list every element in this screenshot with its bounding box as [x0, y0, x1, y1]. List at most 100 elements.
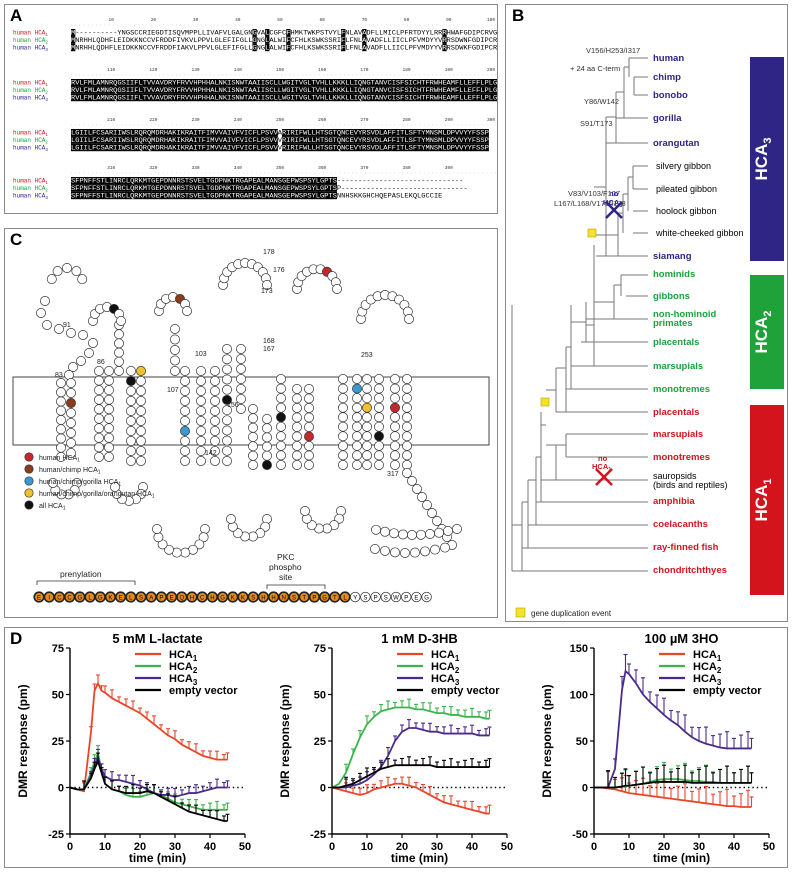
cross-icon — [605, 201, 623, 219]
x-tick-label: 0 — [329, 841, 335, 853]
mutation-annotation: + 24 aa C-term — [570, 64, 620, 73]
residue — [304, 393, 314, 404]
taxon-label: pileated gibbon — [656, 184, 717, 194]
residue — [362, 450, 372, 461]
residue-number: 176 — [273, 267, 285, 274]
taxon-label: hoolock gibbon — [656, 206, 717, 216]
taxon-label: sauropsids — [653, 471, 697, 481]
tail-residue-letter: K — [108, 595, 112, 601]
residue — [66, 398, 76, 408]
residue — [104, 366, 114, 376]
residue — [126, 396, 136, 406]
residue — [196, 426, 206, 436]
legend-swatch — [24, 476, 34, 486]
tail-residue-letter: S — [384, 595, 388, 601]
residue — [338, 393, 348, 404]
residue-number: 107 — [167, 387, 179, 394]
series-line — [331, 782, 490, 815]
no-hca3-label: HCA3 — [603, 198, 622, 209]
residue — [390, 440, 400, 451]
residue — [292, 431, 302, 442]
hca-group-bar — [750, 405, 784, 595]
residue — [402, 374, 412, 384]
tail-residue — [350, 591, 361, 603]
residue-number: 253 — [361, 352, 373, 359]
residue — [136, 416, 146, 426]
legend-swatch — [24, 452, 34, 462]
residue — [248, 450, 258, 461]
residue — [222, 456, 232, 466]
residue — [304, 422, 314, 432]
residue — [402, 412, 412, 423]
tail-residue-letter: T — [333, 595, 337, 601]
mutation-annotation: V156/H253/I317 — [586, 46, 640, 55]
residue — [400, 548, 410, 558]
residue — [66, 448, 76, 458]
residue — [56, 405, 66, 416]
residue — [248, 422, 258, 433]
residue — [262, 432, 272, 443]
sequence-text: RVLFMLAMNRQGSIIFLTVVAVDRYFRVVHPHHALNKISN… — [71, 87, 497, 94]
sequence-text: SFPNFFSTLINRCLQRKMTGEPDNNRSTSVELTGDPNKTR… — [71, 185, 468, 192]
residue — [222, 425, 232, 436]
residue-number: 173 — [261, 288, 273, 295]
series-line — [69, 751, 228, 811]
ruler-number: 330 — [192, 165, 200, 171]
residue — [196, 376, 206, 386]
ruler-number: 300 — [487, 117, 495, 123]
residue — [362, 374, 372, 384]
residue — [136, 406, 146, 416]
tail-residue-letter: E — [414, 595, 418, 601]
x-axis-label: time (min) — [653, 851, 710, 865]
residue — [304, 384, 314, 394]
taxon-label: non-hominoid — [653, 309, 717, 320]
residue — [222, 374, 232, 385]
legend-label: HCA1 — [169, 649, 198, 663]
residue — [374, 412, 384, 423]
tail-residue-letter: Y — [353, 595, 357, 601]
residue — [66, 408, 76, 418]
legend-text: all HCA1 — [39, 503, 66, 512]
residue — [374, 431, 384, 442]
sequence-text: LGIILFCSARIIWSLRQRQMDRHAKIKRAITFIMVVAIVF… — [71, 137, 489, 144]
tail-residue — [401, 591, 412, 603]
sequence-name: human HCA2 — [13, 37, 48, 46]
residue — [180, 426, 190, 436]
tail-residue-letter: Q — [179, 595, 184, 601]
mutation-annotation: Y86/W142 — [584, 97, 619, 106]
residue — [94, 452, 104, 462]
residue — [136, 376, 146, 386]
residue — [412, 484, 422, 494]
residue — [114, 338, 124, 349]
residue — [56, 442, 66, 453]
legend-swatch — [24, 464, 34, 474]
ruler-number: 50 — [277, 17, 283, 23]
residue — [104, 432, 114, 443]
receptor-snake-plot: 178176173168167918683103107156142253317 … — [12, 249, 490, 603]
ruler-number: 170 — [360, 67, 368, 73]
x-tick-label: 30 — [431, 841, 443, 853]
residue — [196, 396, 206, 406]
legend-label: HCA3 — [693, 673, 722, 687]
residue — [402, 402, 412, 413]
residue — [304, 460, 314, 470]
residue — [110, 482, 120, 492]
residue — [180, 436, 190, 446]
x-tick-label: 30 — [169, 841, 181, 853]
ruler-number: 360 — [318, 165, 326, 171]
x-tick-label: 20 — [396, 841, 408, 853]
tail-residue-letter: I — [48, 595, 50, 601]
tail-residue-letter: K — [241, 595, 245, 601]
residue — [126, 376, 136, 386]
residue — [362, 460, 372, 470]
residue — [170, 366, 180, 376]
tail-residue-letter: P — [374, 595, 378, 601]
tail-residue-letter: C — [200, 595, 205, 601]
tail-residue-letter: G — [98, 595, 103, 601]
residue — [210, 396, 220, 406]
residue — [71, 266, 82, 277]
residue — [236, 394, 246, 404]
residue — [371, 524, 381, 535]
residue — [104, 423, 114, 434]
